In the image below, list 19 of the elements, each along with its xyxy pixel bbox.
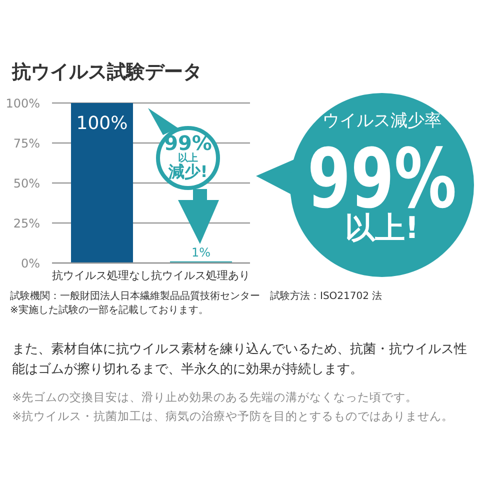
x-tick-label: 抗ウイルス処理あり	[151, 268, 250, 282]
x-tick-label: 抗ウイルス処理なし	[52, 268, 151, 282]
text: ※実施した試験の一部を記載しております。	[10, 304, 210, 318]
text: また、素材自体に抗ウイルス素材を練り込んでいるため、抗菌・抗ウイルス性能はゴムが擦り切れるまで、半永久的に効果が持続します。	[12, 341, 468, 379]
y-tick-label: 75%	[13, 136, 40, 150]
annotation: 以上	[178, 152, 198, 164]
y-tick-label: 100%	[6, 96, 40, 110]
annotation: 減少!	[167, 162, 208, 181]
y-tick-label: 0%	[20, 256, 40, 270]
text: 試験機関：一般財団法人日本繊維製品品質技術センター 試験方法：ISO21702 法	[10, 290, 384, 304]
text: 以上!	[345, 211, 419, 246]
data-label: 1%	[191, 245, 211, 260]
text: ウイルス減少率	[322, 111, 442, 131]
chart-title: 抗ウイルス試験データ	[12, 60, 202, 84]
text: ※抗ウイルス・抗菌加工は、病気の治療や予防を目的とするものではありません。	[12, 409, 455, 423]
text: ※先ゴムの交換目安は、滑り止め効果のある先端の溝がなくなった頃です。	[12, 390, 419, 404]
y-tick-label: 50%	[13, 176, 40, 190]
data-label: 100%	[76, 113, 128, 134]
y-tick-label: 25%	[13, 216, 40, 230]
